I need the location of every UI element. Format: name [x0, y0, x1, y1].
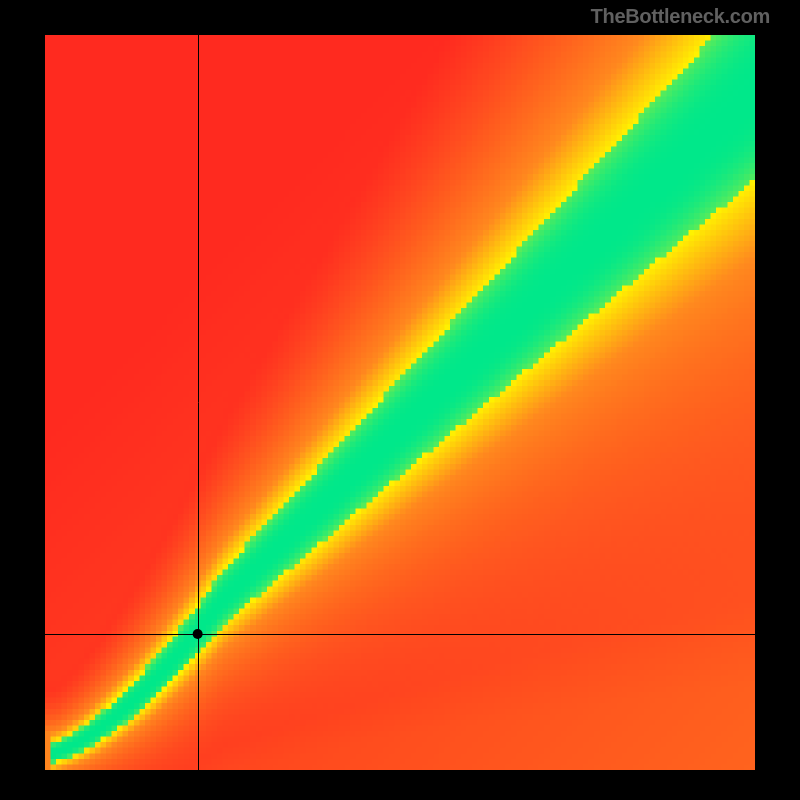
crosshair-overlay [45, 35, 755, 770]
heatmap-plot [45, 35, 755, 770]
watermark-text: TheBottleneck.com [591, 6, 770, 29]
